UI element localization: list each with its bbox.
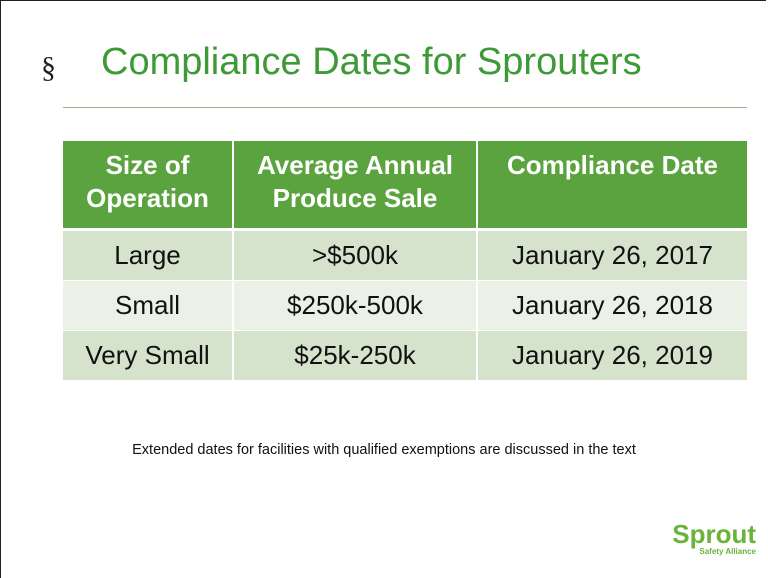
header-cell: Compliance Date [477, 141, 747, 231]
table-row: Small $250k-500k January 26, 2018 [63, 280, 747, 331]
slide-title: Compliance Dates for Sprouters [101, 41, 642, 83]
table-body: Large >$500k January 26, 2017 Small $250k-50… [63, 229, 747, 381]
table-cell: >$500k [233, 229, 478, 281]
logo: Sprout Safety Alliance [672, 521, 756, 556]
table-cell: Large [63, 229, 234, 281]
table-cell: Very Small [63, 330, 234, 381]
bullet: § [41, 51, 56, 84]
table-row: Large >$500k January 26, 2017 [63, 229, 747, 281]
header-row: Size of Operation Average Annual Produce … [63, 141, 747, 231]
logo-name: Sprout [672, 519, 756, 549]
table-row: Very Small $25k-250k January 26, 2019 [63, 330, 747, 381]
table-cell: $250k-500k [233, 280, 478, 331]
logo-subtitle: Safety Alliance [699, 547, 756, 556]
table-cell: January 26, 2018 [477, 280, 747, 331]
table-cell: Small [63, 280, 234, 331]
note: Extended dates for facilities with quali… [132, 442, 636, 458]
header-cell: Size of Operation [63, 141, 234, 231]
title-rule [63, 107, 747, 108]
header-cell: Average Annual Produce Sale [233, 141, 478, 231]
table-cell: January 26, 2019 [477, 330, 747, 381]
table-cell: $25k-250k [233, 330, 478, 381]
compliance-table: Size of Operation Average Annual Produce … [63, 141, 747, 381]
table-cell: January 26, 2017 [477, 229, 747, 281]
